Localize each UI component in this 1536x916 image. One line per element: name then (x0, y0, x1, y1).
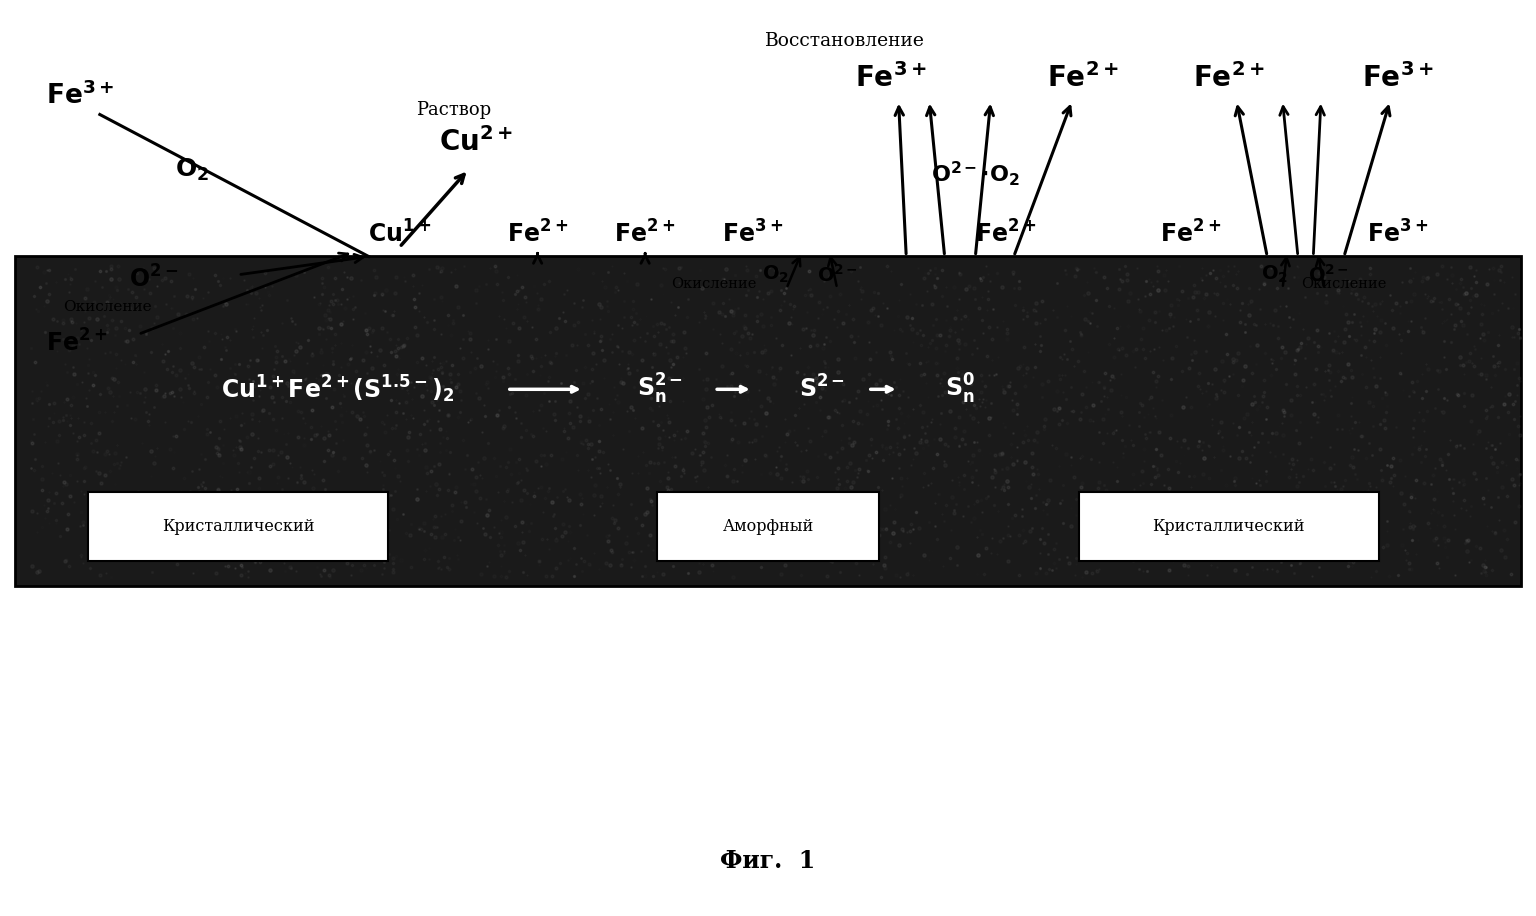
Text: $\mathbf{O_2}$: $\mathbf{O_2}$ (175, 157, 209, 182)
Text: Фиг.  1: Фиг. 1 (720, 849, 816, 873)
Text: $\mathbf{O^{2-}}$: $\mathbf{O^{2-}}$ (817, 264, 857, 286)
Text: $\mathbf{Fe^{3+}}$: $\mathbf{Fe^{3+}}$ (46, 82, 114, 111)
Text: $\mathbf{Fe^{3+}}$: $\mathbf{Fe^{3+}}$ (856, 63, 926, 93)
Text: $\mathbf{Fe^{3+}}$: $\mathbf{Fe^{3+}}$ (722, 220, 783, 247)
Bar (88, 493, 387, 561)
Bar (1078, 493, 1379, 561)
Text: $\mathbf{O_2}$: $\mathbf{O_2}$ (762, 264, 790, 286)
Text: $\mathbf{O^{2-}}$: $\mathbf{O^{2-}}$ (1309, 264, 1349, 286)
Text: $\mathbf{Fe^{2+}}$: $\mathbf{Fe^{2+}}$ (507, 220, 568, 247)
Text: Раствор: Раствор (416, 101, 490, 119)
Text: Кристаллический: Кристаллический (1152, 518, 1306, 535)
Text: $\mathbf{Fe^{2+}}$: $\mathbf{Fe^{2+}}$ (975, 220, 1037, 247)
Text: $\mathbf{Cu^{1+}Fe^{2+}(S^{1.5-})_2}$: $\mathbf{Cu^{1+}Fe^{2+}(S^{1.5-})_2}$ (221, 374, 455, 405)
Text: $\mathbf{Fe^{2+}}$: $\mathbf{Fe^{2+}}$ (1193, 63, 1264, 93)
Text: Восстановление: Восстановление (765, 32, 925, 50)
Text: $\mathbf{Cu^{2+}}$: $\mathbf{Cu^{2+}}$ (439, 127, 513, 157)
Text: $\mathbf{O^{2-}}$: $\mathbf{O^{2-}}$ (129, 266, 178, 293)
Text: Аморфный: Аморфный (722, 518, 814, 535)
Text: $\mathbf{Fe^{3+}}$: $\mathbf{Fe^{3+}}$ (1362, 63, 1433, 93)
Text: $\mathbf{Fe^{2+}}$: $\mathbf{Fe^{2+}}$ (614, 220, 676, 247)
Text: Окисление: Окисление (671, 277, 757, 291)
Text: $\mathbf{S^{2-}}$: $\mathbf{S^{2-}}$ (799, 376, 845, 403)
Bar (657, 493, 879, 561)
Text: $\mathbf{O_2}$: $\mathbf{O_2}$ (1261, 264, 1289, 286)
Text: $\mathbf{O^{2-}{\cdot}O_2}$: $\mathbf{O^{2-}{\cdot}O_2}$ (931, 159, 1020, 189)
Text: Окисление: Окисление (63, 300, 152, 314)
Text: $\mathbf{Cu^{1+}}$: $\mathbf{Cu^{1+}}$ (367, 220, 432, 247)
Text: $\mathbf{S_n^0}$: $\mathbf{S_n^0}$ (945, 372, 975, 407)
Text: $\mathbf{Fe^{2+}}$: $\mathbf{Fe^{2+}}$ (1048, 63, 1118, 93)
Text: $\mathbf{Fe^{3+}}$: $\mathbf{Fe^{3+}}$ (1367, 220, 1428, 247)
Text: Кристаллический: Кристаллический (161, 518, 315, 535)
Text: $\mathbf{Fe^{2+}}$: $\mathbf{Fe^{2+}}$ (46, 330, 108, 357)
Text: $\mathbf{S_n^{2-}}$: $\mathbf{S_n^{2-}}$ (637, 372, 684, 407)
Text: $\mathbf{Fe^{2+}}$: $\mathbf{Fe^{2+}}$ (1160, 220, 1221, 247)
Text: Окисление: Окисление (1301, 277, 1387, 291)
Bar (15, 256, 1521, 586)
